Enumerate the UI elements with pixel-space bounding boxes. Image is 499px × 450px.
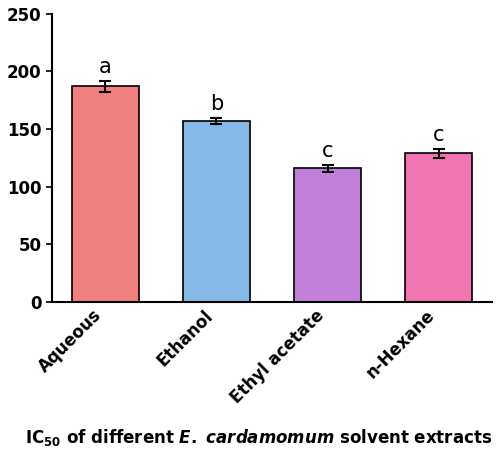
Bar: [72, 86, 139, 302]
Bar: [294, 168, 361, 302]
Bar: [405, 153, 472, 302]
Text: IC$_{50}$ of different $\mathit{E.\ cardamomum}$ solvent extracts: IC$_{50}$ of different $\mathit{E.\ card…: [25, 427, 492, 448]
Text: c: c: [433, 125, 445, 145]
Text: c: c: [322, 141, 333, 161]
Text: a: a: [99, 57, 112, 77]
Bar: [183, 121, 250, 302]
Text: b: b: [210, 94, 223, 114]
